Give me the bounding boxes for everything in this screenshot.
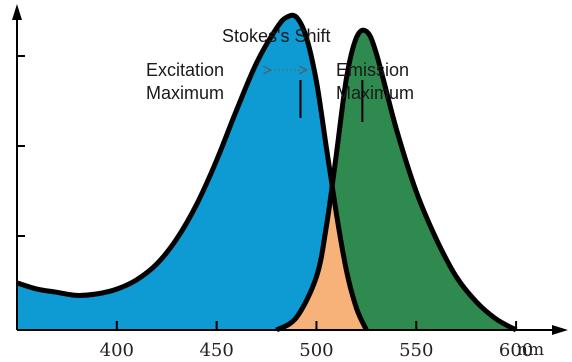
excitation-curve bbox=[16, 12, 369, 332]
emission-label-line2: Maximum bbox=[336, 83, 414, 103]
x-tick-label: 450 bbox=[199, 340, 233, 361]
chart-title: Stokes's Shift bbox=[222, 26, 330, 46]
x-tick-label: 500 bbox=[299, 340, 333, 361]
x-tick-label: 400 bbox=[100, 340, 134, 361]
excitation-label-line2: Maximum bbox=[146, 83, 224, 103]
y-axis-arrow bbox=[12, 4, 22, 20]
excitation-label-line1: Excitation bbox=[146, 60, 224, 80]
emission-label-line1: Emission bbox=[336, 60, 409, 80]
x-tick-label: 600 bbox=[499, 340, 533, 361]
x-axis-unit: nm bbox=[517, 340, 544, 360]
x-axis-arrow bbox=[552, 325, 568, 335]
x-tick-label: 550 bbox=[399, 340, 433, 361]
excitation-area bbox=[17, 15, 367, 331]
x-ticks: 400 450 500 550 600 bbox=[100, 321, 533, 361]
emission-curve bbox=[275, 27, 518, 333]
overlap-area bbox=[276, 30, 367, 330]
